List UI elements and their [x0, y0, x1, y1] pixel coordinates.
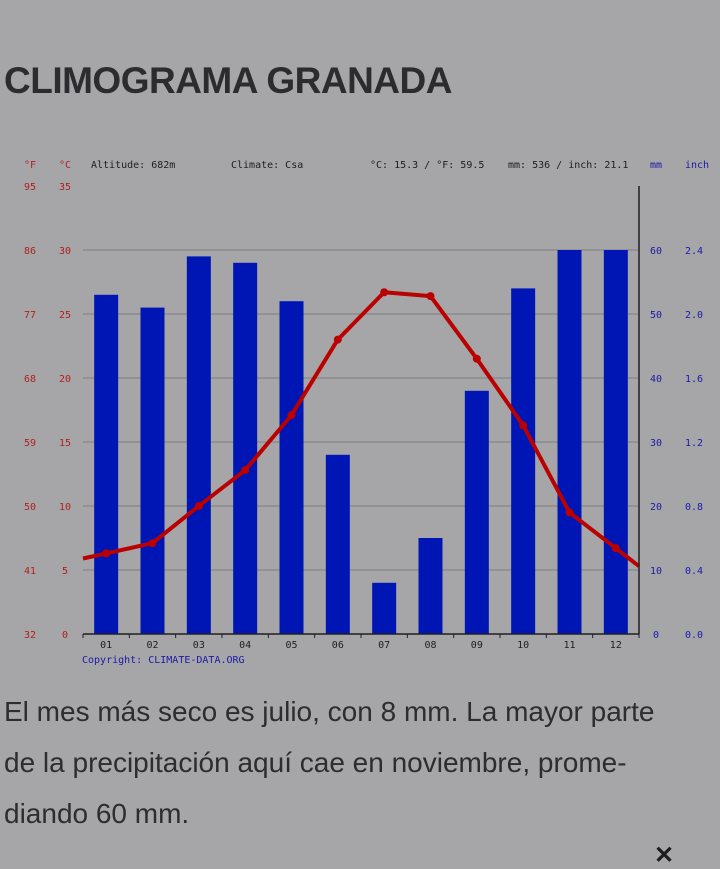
precipitation-bar	[464, 390, 489, 634]
mm-tick-label: 40	[650, 374, 662, 385]
fahrenheit-tick-label: 41	[24, 566, 36, 577]
fahrenheit-tick-label: 68	[24, 374, 36, 385]
temperature-line	[82, 290, 641, 568]
climate-chart: °F °C Altitude: 682m Climate: Csa °C: 15.3 /…	[24, 160, 709, 666]
fahrenheit-tick-label: 86	[24, 246, 36, 257]
month-tick-label: 02	[146, 640, 158, 651]
fahrenheit-tick-label: 95	[24, 182, 36, 193]
precipitation-bar	[279, 301, 304, 634]
average-temperature-label: °C: 15.3 / °F: 59.5	[370, 160, 484, 171]
temperature-point	[519, 421, 528, 430]
mm-tick-label: 30	[650, 438, 662, 449]
celsius-tick-label: 30	[59, 246, 71, 257]
precipitation-bar	[603, 250, 628, 634]
inch-tick-label: 0.4	[685, 566, 703, 577]
celsius-tick-label: 15	[59, 438, 71, 449]
inch-tick-label: 0.0	[685, 630, 703, 641]
precipitation-bar	[94, 294, 119, 634]
precipitation-bar	[140, 307, 165, 634]
climate-label: Climate: Csa	[231, 160, 303, 171]
unit-fahrenheit-label: °F	[24, 160, 36, 171]
temperature-point	[333, 335, 342, 344]
close-icon[interactable]: ✕	[654, 842, 675, 869]
month-tick-label: 01	[100, 640, 112, 651]
celsius-tick-label: 5	[62, 566, 68, 577]
precipitation-bar	[511, 288, 536, 634]
temperature-point	[472, 354, 481, 363]
total-precipitation-label: mm: 536 / inch: 21.1	[508, 160, 628, 171]
mm-tick-label: 60	[650, 246, 662, 257]
month-tick-label: 12	[610, 640, 622, 651]
copyright-label: Copyright: CLIMATE-DATA.ORG	[82, 655, 245, 666]
mm-tick-label: 20	[650, 502, 662, 513]
precipitation-bar	[325, 454, 350, 634]
month-tick-label: 07	[378, 640, 390, 651]
mm-tick-label: 10	[650, 566, 662, 577]
month-tick-label: 04	[239, 640, 251, 651]
month-tick-label: 08	[424, 640, 436, 651]
temperature-point	[426, 292, 435, 301]
description-line: diando 60 mm.	[4, 798, 190, 829]
fahrenheit-tick-label: 59	[24, 438, 36, 449]
temperature-point	[194, 502, 203, 510]
celsius-tick-label: 0	[62, 630, 68, 641]
month-tick-label: 10	[517, 640, 529, 651]
celsius-tick-label: 10	[59, 502, 71, 513]
temperature-point	[565, 508, 574, 517]
month-tick-label: 11	[563, 640, 575, 651]
mm-tick-label: 50	[650, 310, 662, 321]
precipitation-bar	[557, 250, 582, 634]
inch-tick-label: 0.8	[685, 502, 703, 513]
celsius-tick-label: 25	[59, 310, 71, 321]
fahrenheit-tick-label: 77	[24, 310, 36, 321]
precipitation-bar	[186, 256, 211, 634]
temperature-point	[611, 544, 620, 553]
mm-tick-label: 0	[653, 630, 659, 641]
unit-celsius-label: °C	[59, 160, 71, 171]
temperature-point	[380, 288, 389, 297]
altitude-label: Altitude: 682m	[91, 160, 175, 171]
celsius-tick-label: 20	[59, 374, 71, 385]
month-tick-label: 09	[471, 640, 483, 651]
description-line: de la precipitación aquí cae en noviembr…	[4, 747, 627, 778]
precipitation-bar	[233, 262, 258, 634]
page-title: CLIMOGRAMA GRANADA	[4, 60, 452, 101]
temperature-point	[102, 549, 111, 558]
inch-tick-label: 2.0	[685, 310, 703, 321]
precipitation-bar	[372, 582, 397, 634]
description-line: El mes más seco es julio, con 8 mm. La m…	[4, 696, 655, 727]
unit-inch-label: inch	[685, 160, 709, 171]
month-tick-label: 03	[193, 640, 205, 651]
inch-tick-label: 1.2	[685, 438, 703, 449]
celsius-tick-label: 35	[59, 182, 71, 193]
month-tick-label: 06	[332, 640, 344, 651]
inch-tick-label: 2.4	[685, 246, 703, 257]
precipitation-bar	[418, 538, 443, 634]
temperature-point	[287, 411, 296, 420]
fahrenheit-tick-label: 50	[24, 502, 36, 513]
unit-mm-label: mm	[650, 160, 662, 171]
description: El mes más seco es julio, con 8 mm. La m…	[4, 686, 704, 839]
inch-tick-label: 1.6	[685, 374, 703, 385]
month-tick-label: 05	[285, 640, 297, 651]
temperature-point	[148, 539, 157, 548]
temperature-point	[241, 466, 250, 475]
fahrenheit-tick-label: 32	[24, 630, 36, 641]
